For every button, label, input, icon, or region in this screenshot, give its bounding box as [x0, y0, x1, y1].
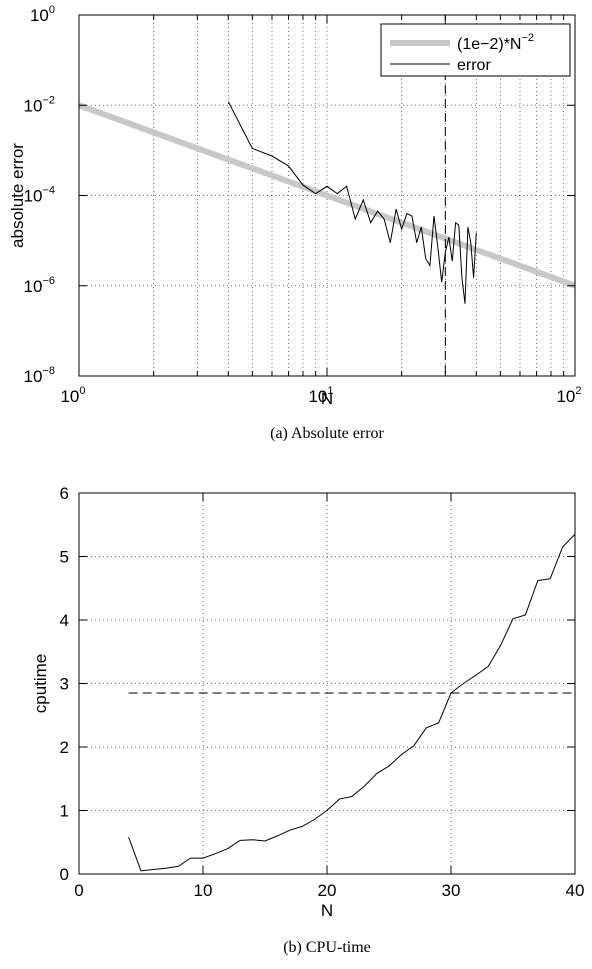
- x-tick-label: 40: [566, 881, 585, 900]
- y-tick-label-base: 10: [24, 277, 43, 296]
- y-tick-label: 0: [60, 865, 69, 884]
- y-tick-label: 3: [60, 675, 69, 694]
- y-tick-label: 6: [60, 484, 69, 503]
- legend-label-reference-exp: −2: [521, 32, 534, 44]
- y-tick-label-text: 10−2: [24, 94, 55, 115]
- y-tick-label-text: 10−8: [24, 365, 55, 386]
- x-tick-label: 102: [556, 385, 581, 406]
- y-tick-label-base: 10: [24, 96, 43, 115]
- legend-label-error: error: [457, 57, 491, 74]
- y-tick-label-exp: −8: [42, 365, 55, 377]
- x-tick-label: 0: [74, 881, 83, 900]
- x-tick-label: 10: [194, 881, 213, 900]
- y-tick-label-exp: 0: [49, 4, 55, 16]
- y-tick-label-text: 10−4: [24, 185, 55, 206]
- y-axis-label: absolute error: [8, 143, 27, 248]
- y-axis-label: cputime: [31, 654, 50, 714]
- y-tick-label: 100: [30, 4, 55, 25]
- x-tick-label-base: 10: [556, 387, 575, 406]
- x-tick-label: 20: [318, 881, 337, 900]
- y-tick-label: 10−4: [24, 185, 55, 206]
- x-axis-label: N: [321, 389, 333, 408]
- x-tick-label-exp: 2: [575, 385, 581, 397]
- y-tick-label: 2: [60, 738, 69, 757]
- x-tick-label-text: 100: [60, 385, 85, 406]
- y-tick-label-text: 100: [30, 4, 55, 25]
- caption-b: (b) CPU-time: [283, 939, 371, 956]
- y-tick-label-text: 10−6: [24, 275, 55, 296]
- legend-label-reference-base: (1e−2)*N: [457, 36, 521, 53]
- x-tick-label-exp: 0: [79, 385, 85, 397]
- y-tick-label: 10−6: [24, 275, 55, 296]
- y-tick-label-base: 10: [24, 367, 43, 386]
- x-axis-label: N: [321, 901, 333, 920]
- y-tick-label: 1: [60, 802, 69, 821]
- grid-b: [79, 493, 575, 874]
- y-tick-label: 5: [60, 548, 69, 567]
- ticks-b: 0 10 20 30 40 0 1 2 3 4 5 6: [60, 484, 585, 900]
- y-tick-label-exp: −4: [42, 185, 55, 197]
- x-tick-label: 100: [60, 385, 85, 406]
- legend: (1e−2)*N−2 error: [381, 24, 570, 76]
- y-tick-label-exp: −2: [42, 94, 55, 106]
- x-tick-label: 30: [442, 881, 461, 900]
- y-tick-label-base: 10: [30, 6, 49, 25]
- series-cputime-line: [129, 534, 575, 871]
- y-tick-label: 10−8: [24, 365, 55, 386]
- caption-a: (a) Absolute error: [270, 425, 384, 442]
- x-tick-label-text: 102: [556, 385, 581, 406]
- y-tick-label-exp: −6: [42, 275, 55, 287]
- y-tick-label: 10−2: [24, 94, 55, 115]
- y-tick-label: 4: [60, 611, 69, 630]
- x-tick-label-base: 10: [60, 387, 79, 406]
